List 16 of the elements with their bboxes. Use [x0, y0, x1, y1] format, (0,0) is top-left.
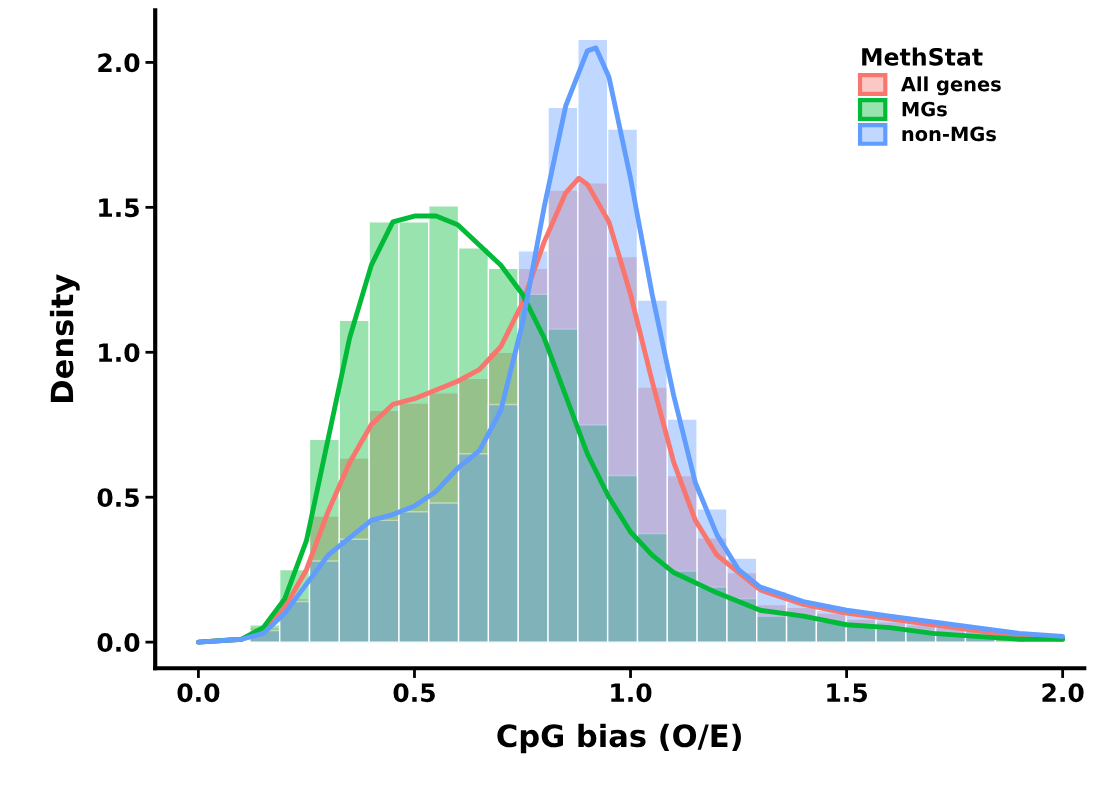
legend-label: non-MGs — [902, 126, 996, 142]
legend-label: MGs — [902, 101, 947, 117]
x-tick-label: 1.5 — [827, 683, 867, 703]
y-axis-title: Density — [49, 274, 80, 402]
x-tick-label: 0.0 — [177, 683, 220, 703]
legend-label: All genes — [900, 76, 1001, 96]
y-tick-label: 2.0 — [98, 53, 140, 73]
x-tick-label: 0.5 — [393, 683, 435, 703]
x-tick-label: 2.0 — [1042, 683, 1084, 703]
x-tick-label: 1.0 — [611, 683, 652, 703]
legend-title: MethStat — [862, 47, 983, 66]
y-tick-label: 0.0 — [97, 633, 140, 652]
y-tick-label: 1.0 — [99, 343, 140, 363]
y-tick-label: 0.5 — [97, 488, 139, 508]
y-tick-label: 1.5 — [99, 198, 139, 218]
x-axis-title: CpG bias (O/E) — [497, 723, 741, 754]
